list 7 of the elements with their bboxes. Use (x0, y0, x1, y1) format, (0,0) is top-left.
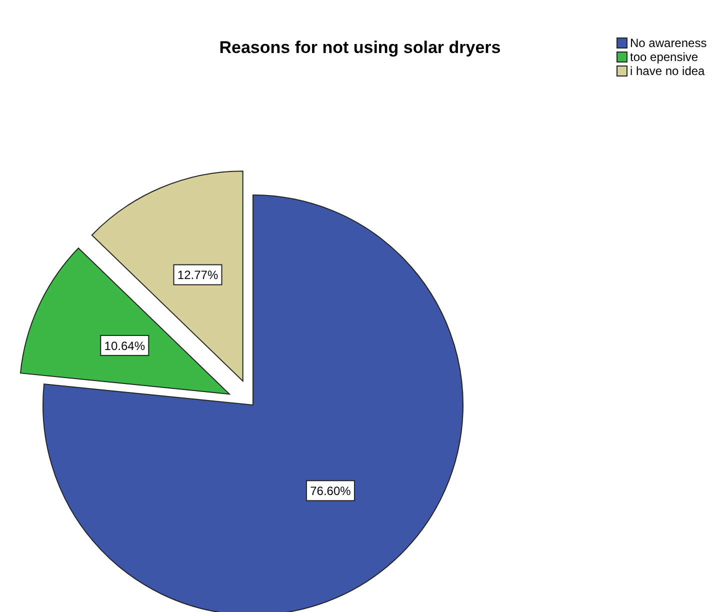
legend-label: No awareness (630, 36, 707, 50)
data-label: 10.64% (104, 338, 146, 353)
legend-label: too epensive (630, 50, 698, 64)
data-label: 76.60% (310, 484, 352, 498)
data-label: 12.77% (177, 268, 218, 282)
legend-label: i have no idea (630, 64, 706, 78)
chart-title: Reasons for not using solar dryers (219, 38, 501, 57)
